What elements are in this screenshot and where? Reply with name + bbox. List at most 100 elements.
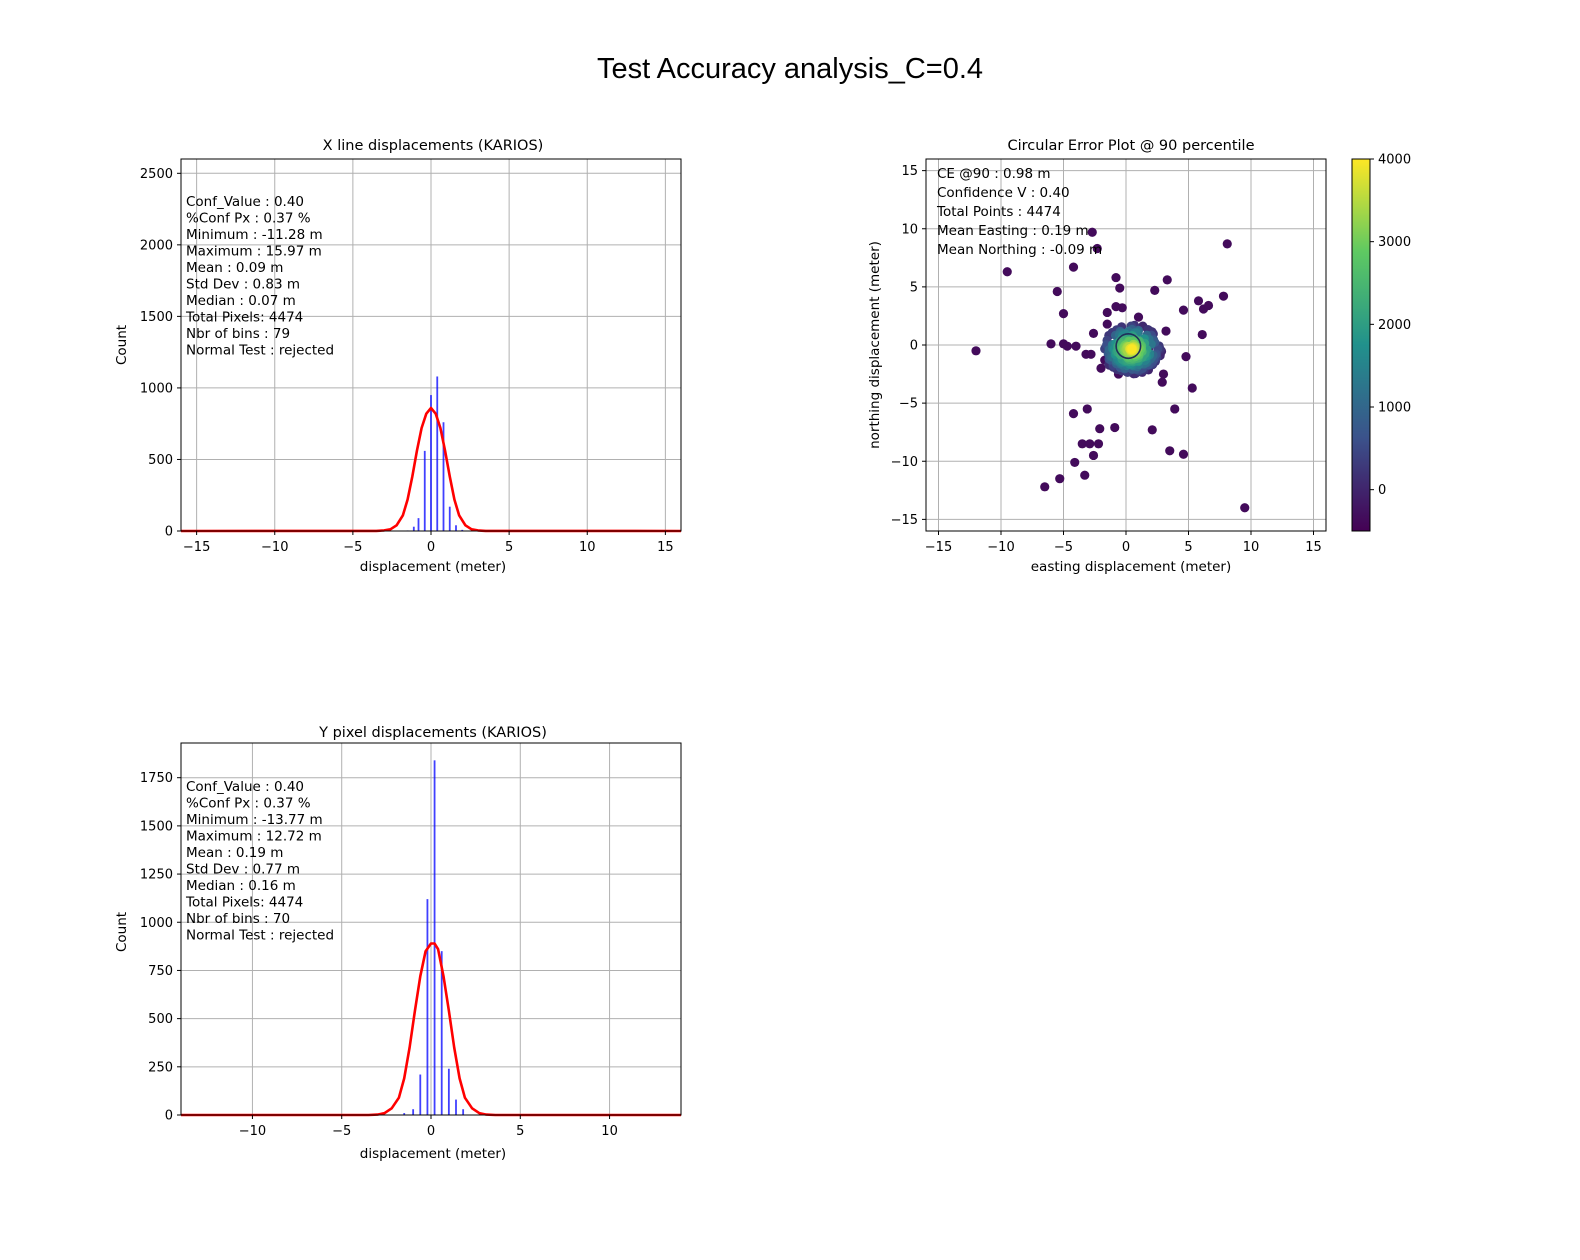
ce-point [1181, 352, 1191, 362]
ce-point [1203, 300, 1214, 311]
x-hist-bar [417, 518, 420, 531]
x-stat-line: Total Pixels: 4474 [185, 310, 303, 326]
ce-point [1055, 474, 1065, 484]
x-stat-line: Normal Test : rejected [186, 343, 334, 359]
ce-plot-ytick-label: −15 [891, 513, 918, 528]
ce-plot-ylabel: northing displacement (meter) [867, 241, 883, 449]
y-hist-bar [403, 1113, 406, 1115]
y-hist-ytick-label: 1750 [140, 771, 173, 786]
colorbar-tick-label: 2000 [1378, 318, 1411, 333]
ce-point [1187, 383, 1197, 393]
x-hist-bar [423, 450, 426, 531]
y-hist-bars [403, 760, 465, 1115]
x-hist-frame [180, 158, 682, 532]
y-hist-bar [419, 1074, 422, 1115]
ce-point [1197, 329, 1207, 340]
ce-point [1218, 291, 1229, 301]
x-stat-line: %Conf Px : 0.37 % [186, 211, 311, 227]
x-hist-xtick-label: 10 [579, 540, 596, 555]
ce-plot-xtick-label: 5 [1184, 540, 1192, 555]
ce-plot-ytick-label: 15 [901, 164, 918, 179]
ce-plot-xtick-label: 10 [1243, 540, 1260, 555]
ce-stat-line: Mean Northing : -0.09 m [937, 242, 1102, 258]
ce-point [1088, 450, 1099, 461]
ce-point [1165, 446, 1175, 456]
x-hist-bars [406, 376, 464, 531]
y-stat-line: Maximum : 12.72 m [186, 829, 322, 845]
ce-point [1068, 262, 1079, 272]
x-stat-line: Nbr of bins : 79 [186, 326, 290, 342]
ce-point [1193, 296, 1204, 306]
x-hist-ytick-label: 1500 [140, 310, 173, 325]
y-hist-ytick-label: 1500 [140, 819, 173, 834]
x-stat-line: Mean : 0.09 m [186, 260, 283, 276]
circular-error-scatter: Circular Error Plot @ 90 percentile east… [867, 138, 1411, 575]
ce-plot-xtick-label: −15 [925, 540, 952, 555]
ce-point [1002, 267, 1012, 277]
y-stat-line: Median : 0.16 m [186, 878, 296, 894]
ce-point [1077, 439, 1087, 449]
y-hist-fit-curve [181, 942, 681, 1117]
y-stat-line: Conf_Value : 0.40 [186, 779, 304, 795]
ce-point [1170, 404, 1180, 414]
x-stat-line: Std Dev : 0.83 m [186, 277, 300, 293]
ce-point [1070, 457, 1080, 468]
ce-point [1040, 482, 1050, 492]
colorbar: 0 1000 2000 3000 4000 [1351, 153, 1411, 532]
y-hist-bar [412, 1109, 415, 1115]
x-hist-ytick-label: 0 [165, 525, 173, 540]
x-stat-line: Minimum : -11.28 m [186, 227, 323, 243]
x-hist-xtick-label: 0 [427, 540, 435, 555]
ce-stat-line: Total Points : 4474 [936, 204, 1061, 220]
x-hist-grid [181, 159, 681, 532]
y-stat-line: %Conf Px : 0.37 % [186, 796, 311, 812]
x-hist-xtick-label: 15 [657, 540, 674, 555]
y-displacement-histogram: Y pixel displacements (KARIOS) displacem… [114, 725, 682, 1162]
colorbar-tick-label: 4000 [1378, 153, 1411, 168]
y-hist-bar [462, 1109, 465, 1115]
ce-plot-xtick-label: 15 [1305, 540, 1322, 555]
ce-plot-xtick-label: −5 [1054, 540, 1073, 555]
x-hist-xlabel: displacement (meter) [360, 559, 506, 575]
ce-point [971, 346, 981, 356]
y-hist-ytick-label: 750 [148, 964, 173, 979]
ce-plot-xlabel: easting displacement (meter) [1031, 559, 1231, 575]
ce-point [1147, 425, 1157, 435]
x-hist-ytick-label: 2000 [140, 238, 173, 253]
y-hist-title: Y pixel displacements (KARIOS) [318, 725, 547, 741]
ce-point [1111, 272, 1121, 283]
x-hist-xtick-label: −15 [183, 540, 210, 555]
ce-point [1222, 239, 1232, 249]
y-stat-line: Minimum : -13.77 m [186, 812, 323, 828]
colorbar-tick-label: 0 [1378, 483, 1386, 498]
ce-point [1178, 449, 1189, 459]
y-hist-bar [440, 951, 443, 1115]
x-hist-xtick-label: 5 [505, 540, 513, 555]
x-hist-bar [412, 526, 415, 531]
ce-plot-xtick-label: 0 [1122, 540, 1130, 555]
x-stat-line: Conf_Value : 0.40 [186, 194, 304, 210]
colorbar-tick-label: 3000 [1378, 235, 1411, 250]
ce-point [1085, 439, 1095, 449]
ce-point [1071, 341, 1081, 351]
y-hist-bar [433, 760, 436, 1115]
ce-point [1046, 339, 1056, 349]
ce-plot-ytick-label: 0 [910, 339, 918, 354]
y-hist-xtick-label: 10 [601, 1124, 618, 1139]
ce-point [1087, 227, 1097, 237]
ce-point [1088, 328, 1099, 338]
ce-point [1052, 286, 1062, 297]
ce-point [1096, 363, 1106, 373]
ce-plot-ytick-label: −10 [891, 455, 918, 470]
x-hist-bar [461, 529, 464, 531]
x-hist-bar [448, 506, 451, 531]
ce-plot-points [971, 227, 1250, 513]
ce-point [1062, 341, 1072, 351]
y-hist-ytick-label: 1000 [140, 916, 173, 931]
ce-point [1093, 439, 1104, 449]
y-hist-xtick-label: −10 [239, 1124, 266, 1139]
colorbar-gradient [1351, 158, 1371, 532]
ce-point [1240, 503, 1250, 513]
x-hist-title: X line displacements (KARIOS) [323, 138, 544, 154]
